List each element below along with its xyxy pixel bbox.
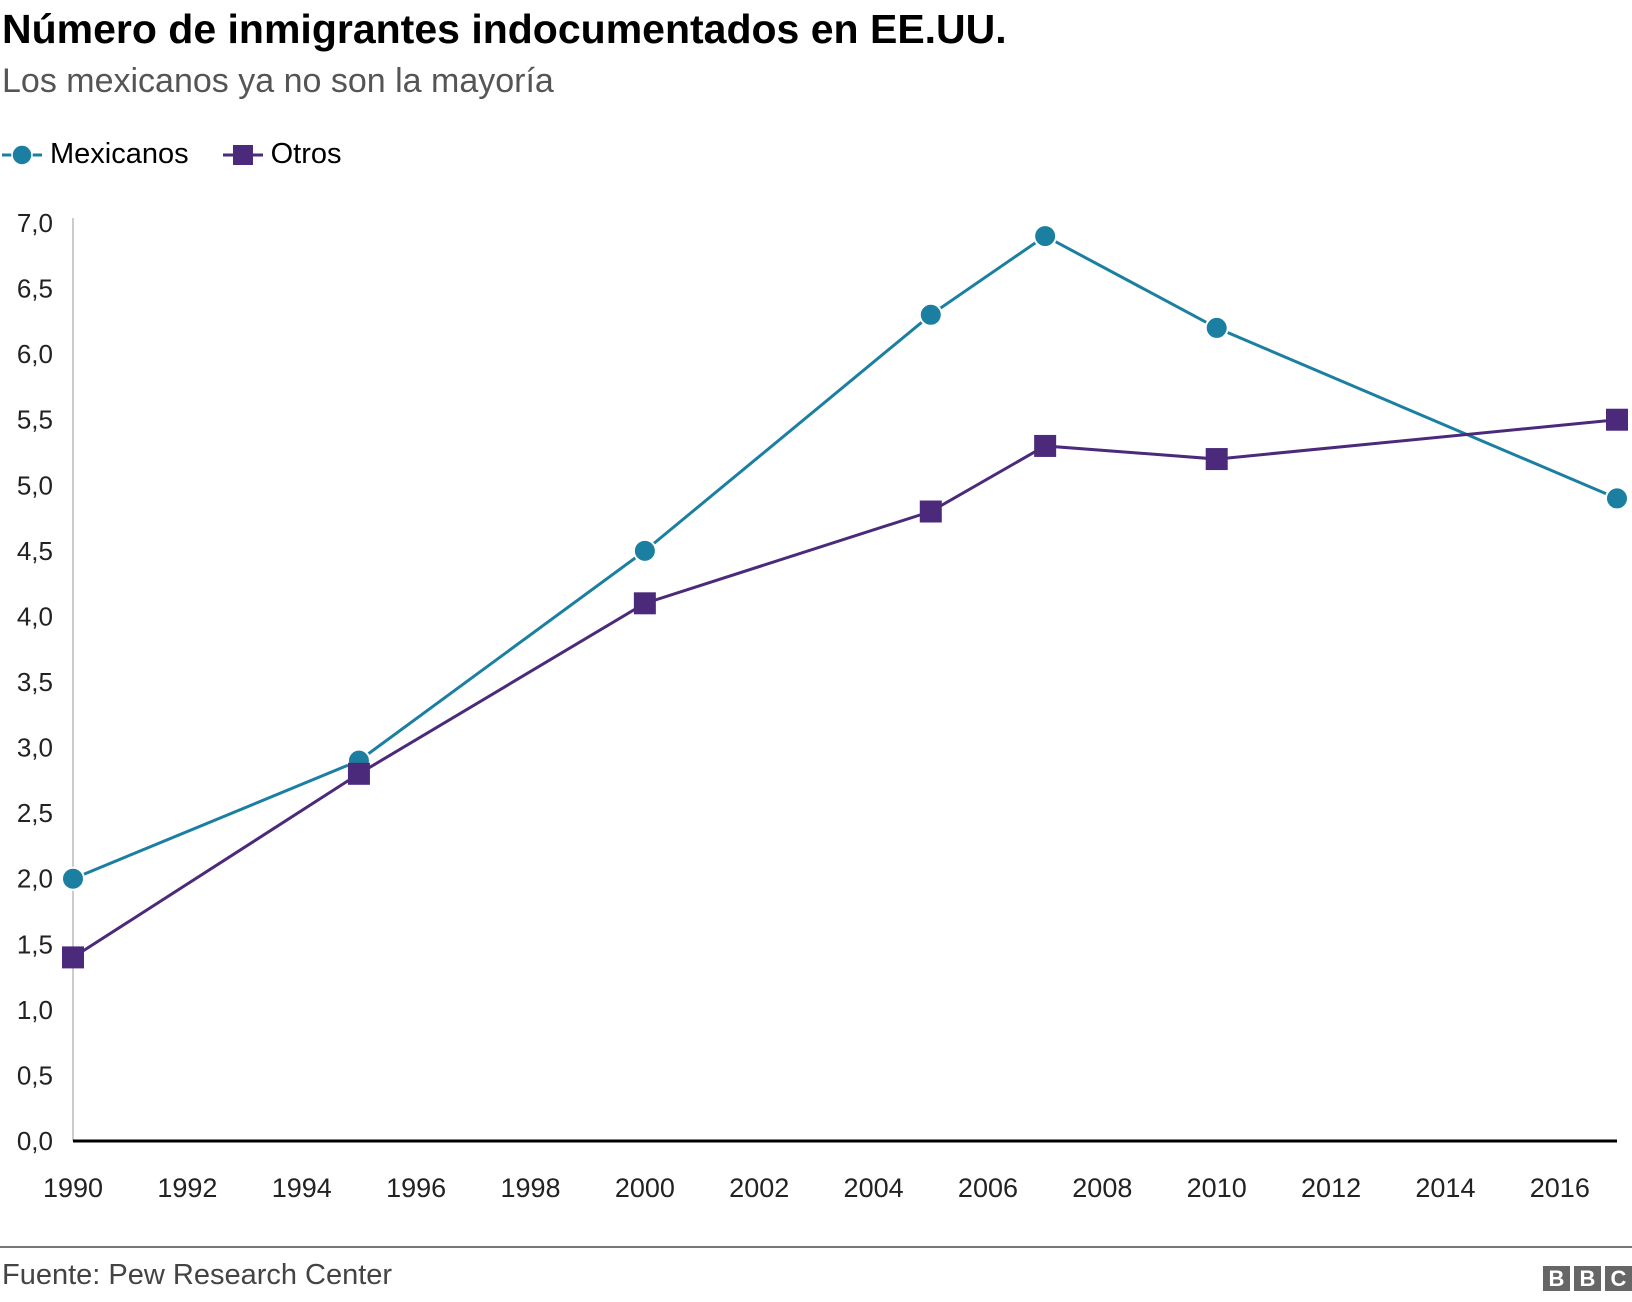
- x-tick-label: 2002: [729, 1173, 789, 1203]
- y-tick-label: 4,5: [17, 536, 53, 566]
- x-tick-label: 2000: [615, 1173, 675, 1203]
- circle-marker-icon: [2, 143, 42, 166]
- square-marker-icon: [222, 144, 263, 165]
- y-tick-label: 1,5: [17, 929, 53, 959]
- data-point: [918, 302, 943, 327]
- y-tick-label: 5,0: [17, 470, 53, 500]
- y-tick-label: 2,5: [17, 798, 53, 828]
- data-point: [632, 538, 657, 563]
- x-tick-label: 2010: [1187, 1173, 1247, 1203]
- data-point: [347, 762, 370, 785]
- y-tick-label: 6,0: [17, 339, 53, 369]
- x-tick-label: 1996: [386, 1173, 446, 1203]
- y-tick-label: 1,0: [17, 995, 53, 1025]
- data-point: [633, 592, 656, 615]
- data-point: [1205, 448, 1228, 471]
- data-point: [61, 866, 85, 891]
- legend-label: Otros: [270, 138, 342, 170]
- legend-item-otros: Otros: [222, 138, 342, 171]
- y-tick-label: 7,0: [17, 208, 53, 238]
- y-tick-label: 6,5: [17, 274, 53, 304]
- legend-item-mexicanos: Mexicanos: [2, 138, 189, 171]
- y-tick-label: 2,0: [17, 864, 53, 894]
- x-tick-label: 1994: [272, 1173, 332, 1203]
- y-tick-label: 5,5: [17, 405, 53, 435]
- chart-title: Número de inmigrantes indocumentados en …: [2, 6, 1007, 52]
- chart-subtitle: Los mexicanos ya no son la mayoría: [2, 62, 554, 100]
- y-tick-label: 4,0: [17, 601, 53, 631]
- line-chart: 0,0 0,5 1,0 1,5 2,0 2,5 3,0 3,5 4,0 4,5 5,0 5,5 6,0 6…: [17, 208, 1629, 1203]
- x-tick-label: 2004: [844, 1173, 904, 1203]
- y-tick-label: 0,0: [17, 1126, 53, 1156]
- data-point: [1033, 224, 1058, 249]
- series-line-mexicanos: [72, 234, 1618, 881]
- x-tick-label: 2012: [1301, 1173, 1361, 1203]
- legend-label: Mexicanos: [50, 138, 189, 170]
- x-tick-label: 1990: [43, 1173, 103, 1203]
- x-tick-label: 1992: [157, 1173, 217, 1203]
- data-point: [1605, 486, 1629, 511]
- data-point: [919, 500, 942, 523]
- data-point: [1204, 315, 1229, 340]
- source-note: Fuente: Pew Research Center: [2, 1259, 393, 1291]
- y-tick-label: 3,5: [17, 667, 53, 697]
- x-tick-label: 2006: [958, 1173, 1018, 1203]
- series-line-otros: [72, 418, 1618, 959]
- footer-divider: [0, 1246, 1632, 1248]
- data-point: [1034, 434, 1057, 457]
- y-tick-label: 3,0: [17, 733, 53, 763]
- x-tick-label: 1998: [500, 1173, 560, 1203]
- data-point: [62, 946, 84, 969]
- x-tick-label: 2016: [1530, 1173, 1590, 1203]
- x-tick-label: 2008: [1072, 1173, 1132, 1203]
- data-point: [1606, 408, 1628, 431]
- legend: Mexicanos Otros: [2, 138, 342, 171]
- x-tick-label: 2014: [1415, 1173, 1475, 1203]
- y-tick-label: 0,5: [17, 1060, 53, 1090]
